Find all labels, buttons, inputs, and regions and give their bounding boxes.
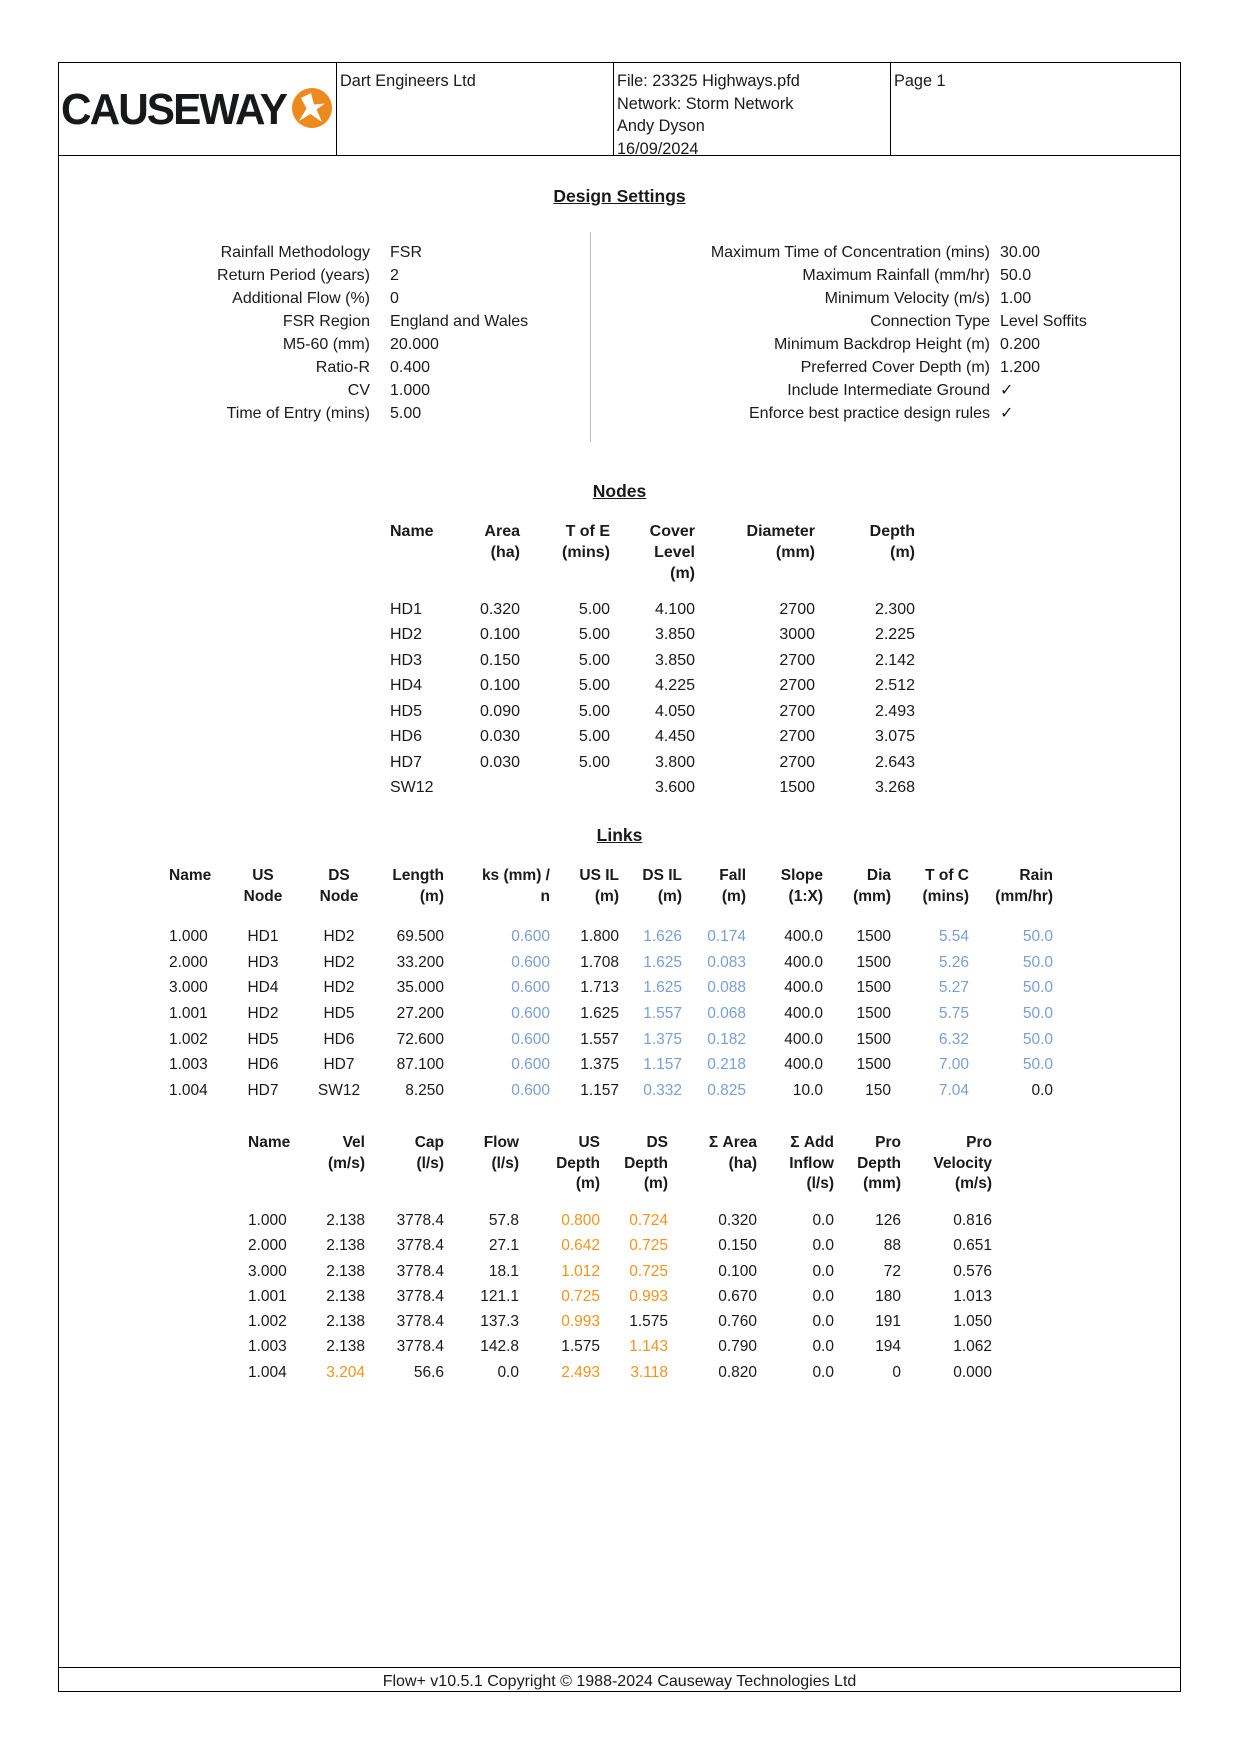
svg-text:CAUSEWAY: CAUSEWAY (61, 85, 288, 134)
